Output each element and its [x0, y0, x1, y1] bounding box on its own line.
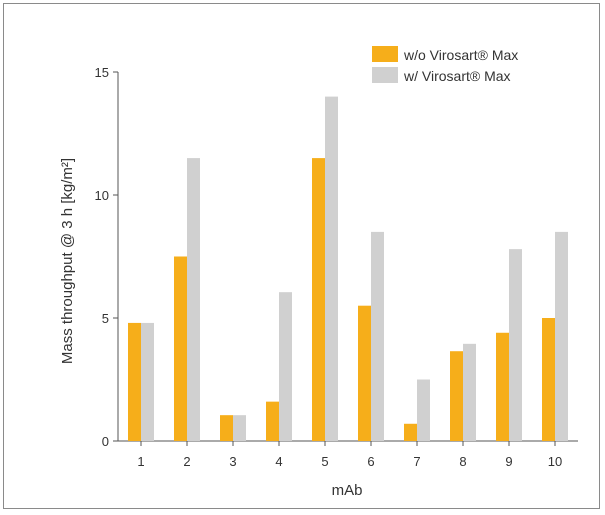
x-tick-label: 3	[229, 454, 236, 469]
bar-series-2	[463, 343, 476, 441]
bar-series-1	[312, 158, 325, 441]
bar-chart: 0 5 10 15 1 2 3 4 5 6 7 8 9 10 Mass throughput @ 3 h…	[59, 46, 578, 499]
x-tick-label: 7	[413, 454, 420, 469]
y-tick-label: 5	[102, 311, 109, 326]
bar-series-1	[128, 322, 141, 441]
x-tick-label: 5	[321, 454, 328, 469]
y-tick-label: 0	[102, 434, 109, 449]
legend-swatch	[372, 67, 398, 83]
bar-series-2	[417, 379, 430, 441]
legend-label: w/ Virosart® Max	[403, 68, 511, 84]
bar-series-1	[174, 256, 187, 441]
bar-series-2	[555, 231, 568, 441]
bar-series-1	[358, 305, 371, 441]
bar-series-2	[187, 158, 200, 441]
bar-series-1	[450, 351, 463, 441]
y-tick-label: 10	[95, 188, 109, 203]
x-tick-label: 9	[505, 454, 512, 469]
x-tick-label: 10	[548, 454, 562, 469]
legend: w/o Virosart® Max w/ Virosart® Max	[372, 46, 518, 84]
x-tick-label: 4	[275, 454, 282, 469]
x-tick-label: 8	[459, 454, 466, 469]
bars	[128, 96, 568, 441]
x-axis-label: mAb	[332, 482, 363, 499]
y-axis-label: Mass throughput @ 3 h [kg/m²]	[59, 158, 76, 364]
bar-series-1	[220, 415, 233, 441]
legend-label: w/o Virosart® Max	[403, 47, 518, 63]
bar-series-2	[509, 249, 522, 441]
bar-series-1	[404, 423, 417, 441]
x-ticks: 1 2 3 4 5 6 7 8 9 10	[137, 441, 562, 469]
legend-swatch	[372, 46, 398, 62]
bar-series-2	[325, 96, 338, 441]
bar-series-2	[371, 231, 384, 441]
x-tick-label: 6	[367, 454, 374, 469]
bar-series-1	[542, 318, 555, 441]
x-tick-label: 1	[137, 454, 144, 469]
bar-series-1	[266, 401, 279, 441]
y-ticks: 0 5 10 15	[95, 65, 118, 449]
bar-series-2	[233, 415, 246, 441]
chart-frame: 0 5 10 15 1 2 3 4 5 6 7 8 9 10 Mass throughput @ 3 h…	[3, 3, 600, 509]
x-tick-label: 2	[183, 454, 190, 469]
y-tick-label: 15	[95, 65, 109, 80]
bar-series-1	[496, 332, 509, 441]
bar-series-2	[141, 322, 154, 441]
bar-series-2	[279, 292, 292, 441]
